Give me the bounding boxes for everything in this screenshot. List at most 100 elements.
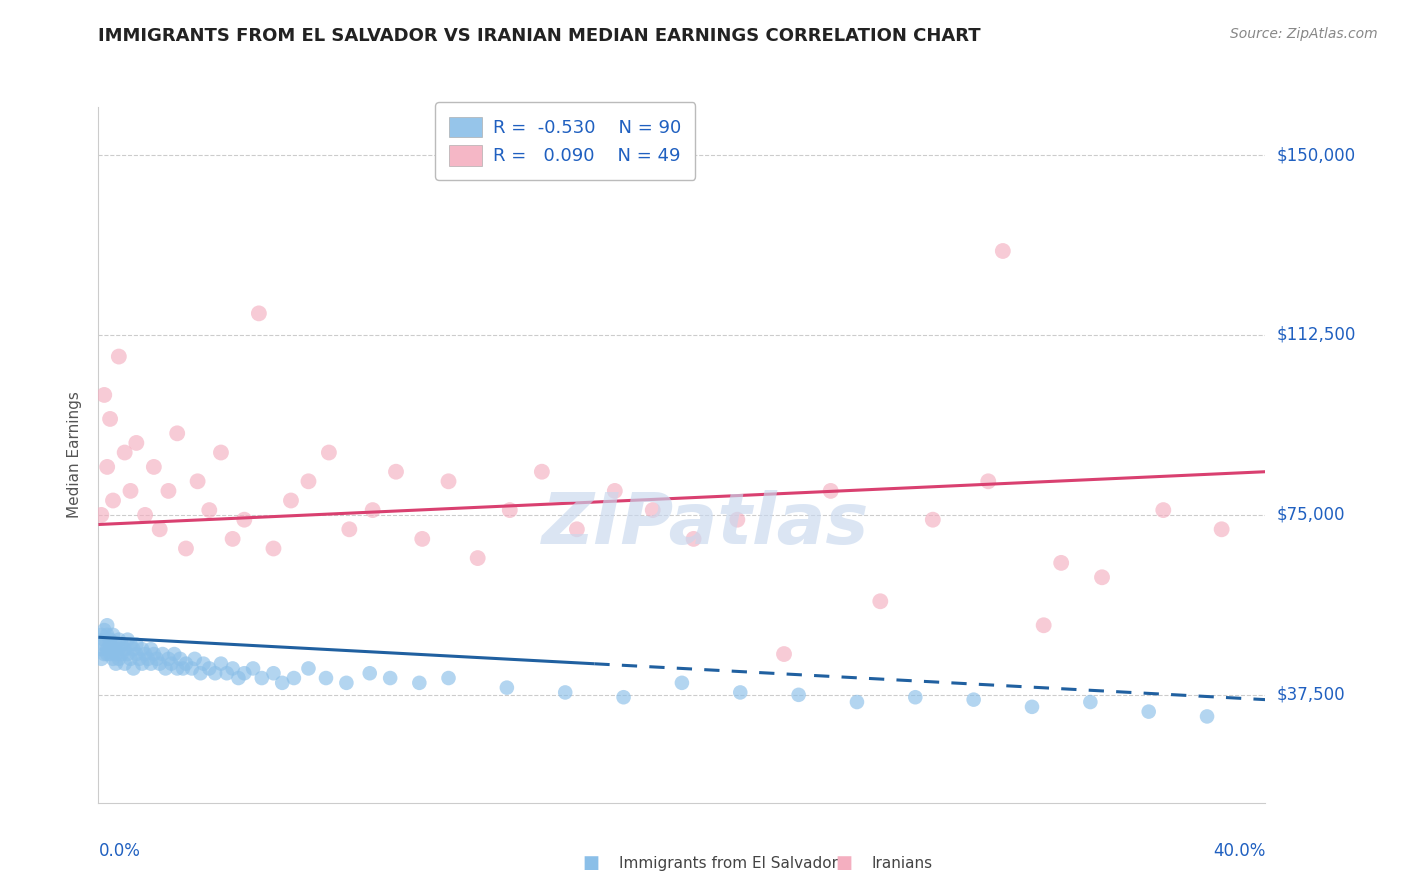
Point xyxy=(157,652,180,666)
Point xyxy=(108,652,131,666)
Point xyxy=(411,532,433,546)
Point xyxy=(101,628,124,642)
Point xyxy=(846,695,869,709)
Point xyxy=(104,637,127,651)
Point xyxy=(131,657,153,671)
Point xyxy=(90,652,112,666)
Point xyxy=(122,661,145,675)
Point xyxy=(962,692,984,706)
Point xyxy=(104,657,127,671)
Point xyxy=(125,637,148,651)
Point xyxy=(250,671,273,685)
Point xyxy=(122,642,145,657)
Point xyxy=(280,493,302,508)
Point xyxy=(101,642,124,657)
Point xyxy=(1152,503,1174,517)
Point xyxy=(131,642,153,657)
Point xyxy=(283,671,305,685)
Point xyxy=(1050,556,1073,570)
Point xyxy=(108,632,131,647)
Point xyxy=(773,647,796,661)
Point xyxy=(146,652,169,666)
Point xyxy=(359,666,381,681)
Point xyxy=(467,551,489,566)
Point xyxy=(96,628,118,642)
Text: 40.0%: 40.0% xyxy=(1213,842,1265,860)
Point xyxy=(198,503,221,517)
Point xyxy=(90,642,112,657)
Point xyxy=(114,657,136,671)
Point xyxy=(98,637,121,651)
Point xyxy=(337,522,360,536)
Point xyxy=(787,688,810,702)
Point xyxy=(155,661,177,675)
Point xyxy=(977,475,1000,489)
Point xyxy=(437,475,460,489)
Point xyxy=(215,666,238,681)
Text: Immigrants from El Salvador: Immigrants from El Salvador xyxy=(619,856,838,871)
Point xyxy=(108,350,131,364)
Point xyxy=(128,652,150,666)
Text: $150,000: $150,000 xyxy=(1277,146,1355,164)
Point xyxy=(1021,699,1043,714)
Point xyxy=(671,676,693,690)
Point xyxy=(96,647,118,661)
Text: 0.0%: 0.0% xyxy=(98,842,141,860)
Point xyxy=(361,503,384,517)
Point xyxy=(603,483,626,498)
Point xyxy=(104,647,127,661)
Point xyxy=(93,637,115,651)
Text: $112,500: $112,500 xyxy=(1277,326,1355,344)
Point xyxy=(166,426,188,441)
Point xyxy=(554,685,576,699)
Point xyxy=(174,657,197,671)
Text: $75,000: $75,000 xyxy=(1277,506,1346,524)
Point xyxy=(98,412,121,426)
Point xyxy=(1091,570,1114,584)
Point xyxy=(166,661,188,675)
Point xyxy=(163,647,186,661)
Point xyxy=(1032,618,1054,632)
Point xyxy=(682,532,704,546)
Point xyxy=(149,522,172,536)
Point xyxy=(991,244,1014,258)
Legend: R =  -0.530    N = 90, R =   0.090    N = 49: R = -0.530 N = 90, R = 0.090 N = 49 xyxy=(434,103,696,180)
Point xyxy=(247,306,270,320)
Point xyxy=(233,666,256,681)
Point xyxy=(565,522,588,536)
Point xyxy=(117,632,139,647)
Point xyxy=(120,652,142,666)
Point xyxy=(496,681,519,695)
Point xyxy=(190,666,212,681)
Point xyxy=(183,652,205,666)
Point xyxy=(90,628,112,642)
Point xyxy=(297,475,319,489)
Point xyxy=(174,541,197,556)
Point xyxy=(180,661,202,675)
Text: ■: ■ xyxy=(835,855,852,872)
Point xyxy=(408,676,430,690)
Point xyxy=(315,671,337,685)
Point xyxy=(142,647,165,661)
Point xyxy=(530,465,553,479)
Y-axis label: Median Earnings: Median Earnings xyxy=(67,392,83,518)
Text: Iranians: Iranians xyxy=(872,856,932,871)
Point xyxy=(125,436,148,450)
Point xyxy=(612,690,634,705)
Text: IMMIGRANTS FROM EL SALVADOR VS IRANIAN MEDIAN EARNINGS CORRELATION CHART: IMMIGRANTS FROM EL SALVADOR VS IRANIAN M… xyxy=(98,27,981,45)
Point xyxy=(204,666,226,681)
Point xyxy=(318,445,340,459)
Point xyxy=(160,657,183,671)
Point xyxy=(136,652,159,666)
Point xyxy=(96,642,118,657)
Point xyxy=(96,459,118,474)
Point xyxy=(101,493,124,508)
Point xyxy=(108,642,131,657)
Point xyxy=(221,532,243,546)
Text: ZIPatlas: ZIPatlas xyxy=(541,490,869,559)
Point xyxy=(172,661,194,675)
Point xyxy=(297,661,319,675)
Point xyxy=(1211,522,1233,536)
Point xyxy=(271,676,294,690)
Point xyxy=(1137,705,1160,719)
